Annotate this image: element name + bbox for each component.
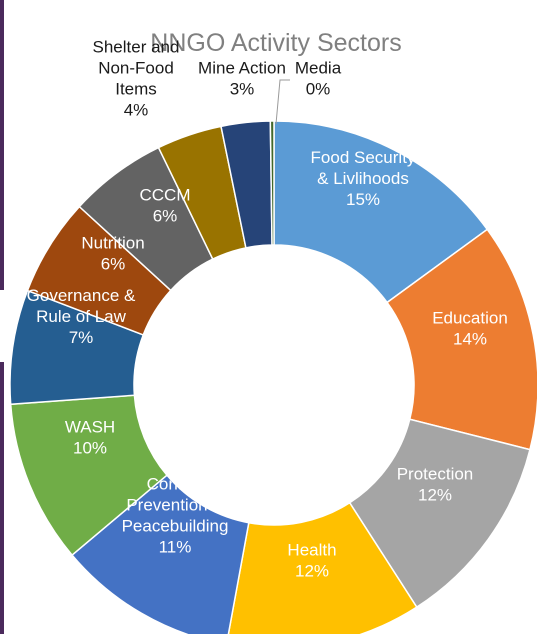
data-label-conflict-prevention-peacebuilding: Conflict Prevention & Peacebuilding 11% bbox=[122, 475, 229, 557]
data-label-shelter-and-non-food-items: Shelter and Non-Food Items 4% bbox=[93, 38, 180, 120]
data-label-food-security-livlihoods: Food Security & Livlihoods 15% bbox=[311, 148, 416, 209]
slice-media bbox=[269, 120, 275, 246]
data-label-nutrition: Nutrition 6% bbox=[81, 234, 144, 274]
data-label-protection: Protection 12% bbox=[397, 465, 474, 505]
data-label-wash: WASH 10% bbox=[65, 418, 115, 458]
left-edge-bar-top bbox=[0, 0, 4, 290]
slice-food-security-livlihoods bbox=[273, 120, 489, 304]
data-label-media: Media 0% bbox=[295, 59, 342, 99]
leader-line-media bbox=[275, 79, 290, 125]
slice-health bbox=[227, 501, 418, 634]
data-label-health: Health 12% bbox=[287, 541, 336, 581]
data-label-mine-action: Mine Action 3% bbox=[198, 59, 286, 99]
data-label-cccm: CCCM 6% bbox=[140, 186, 191, 226]
data-label-governance-rule-of-law: Governance & Rule of Law 7% bbox=[27, 286, 136, 347]
chart-title: NNGO Activity Sectors bbox=[150, 29, 401, 57]
data-label-education: Education 14% bbox=[432, 309, 508, 349]
slice-education bbox=[386, 228, 537, 451]
labels-group: Food Security & Livlihoods 15% Education 14%… bbox=[27, 38, 508, 581]
left-edge-bar-bottom bbox=[0, 362, 4, 634]
slices-group bbox=[9, 120, 537, 634]
